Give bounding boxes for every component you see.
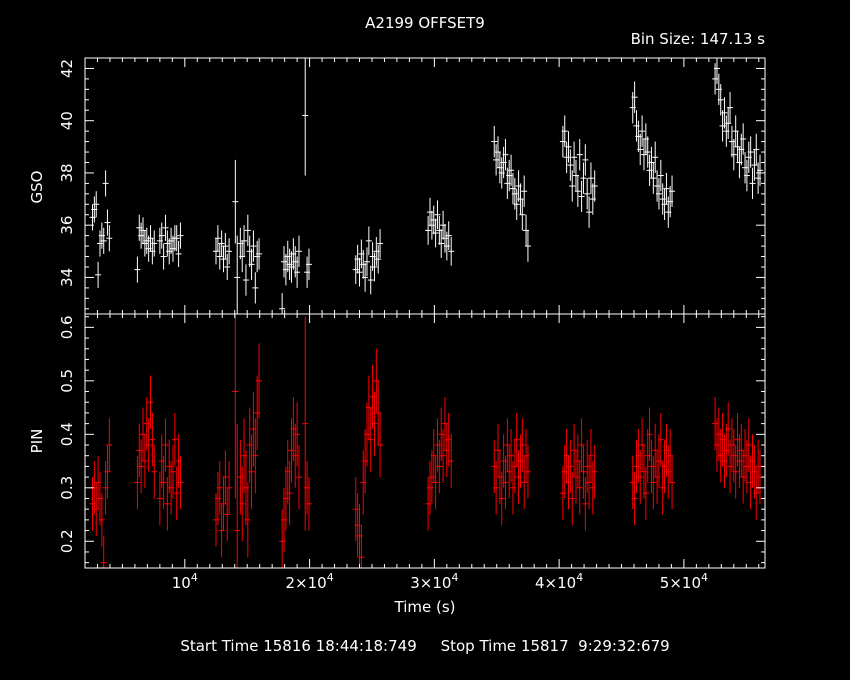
- footer-times: Start Time 15816 18:44:18:749 Stop Time …: [180, 637, 669, 655]
- x-tick-label: 2×104: [285, 571, 333, 592]
- gso-axes: 34 36 38 40 42: [58, 57, 766, 315]
- x-tick-label: 104: [172, 571, 198, 592]
- gso-panel: 34 36 38 40 42 GSO: [28, 57, 766, 315]
- pin-panel: 0.2 0.3 0.4 0.5 0.6 104 2×104 3×104 4×104 5×104 P…: [28, 313, 766, 592]
- gso-y-tick-label: 34: [58, 268, 76, 287]
- gso-y-tick-label: 38: [58, 163, 76, 182]
- bin-size-label: Bin Size: 147.13 s: [631, 30, 766, 48]
- gso-ylabel: GSO: [28, 171, 46, 204]
- chart-title: A2199 OFFSET9: [365, 14, 485, 32]
- x-tick-label: 3×104: [410, 571, 458, 592]
- pin-data-series: [89, 314, 764, 568]
- pin-frame: [84, 313, 766, 569]
- gso-y-tick-label: 40: [58, 111, 76, 130]
- pin-y-tick-label: 0.6: [58, 315, 76, 339]
- gso-y-tick-label: 36: [58, 216, 76, 235]
- pin-axes: 0.2 0.3 0.4 0.5 0.6 104 2×104 3×104 4×104 5×104: [58, 313, 766, 592]
- x-axis-label: Time (s): [394, 598, 456, 616]
- pin-y-tick-label: 0.2: [58, 529, 76, 553]
- x-tick-label: 4×104: [535, 571, 583, 592]
- pin-y-tick-label: 0.3: [58, 476, 76, 500]
- pin-y-tick-label: 0.4: [58, 422, 76, 446]
- gso-y-tick-label: 42: [58, 59, 76, 78]
- x-tick-label: 5×104: [660, 571, 708, 592]
- gso-data-series: [89, 58, 764, 314]
- pin-y-tick-label: 0.5: [58, 369, 76, 393]
- pin-ylabel: PIN: [28, 429, 46, 454]
